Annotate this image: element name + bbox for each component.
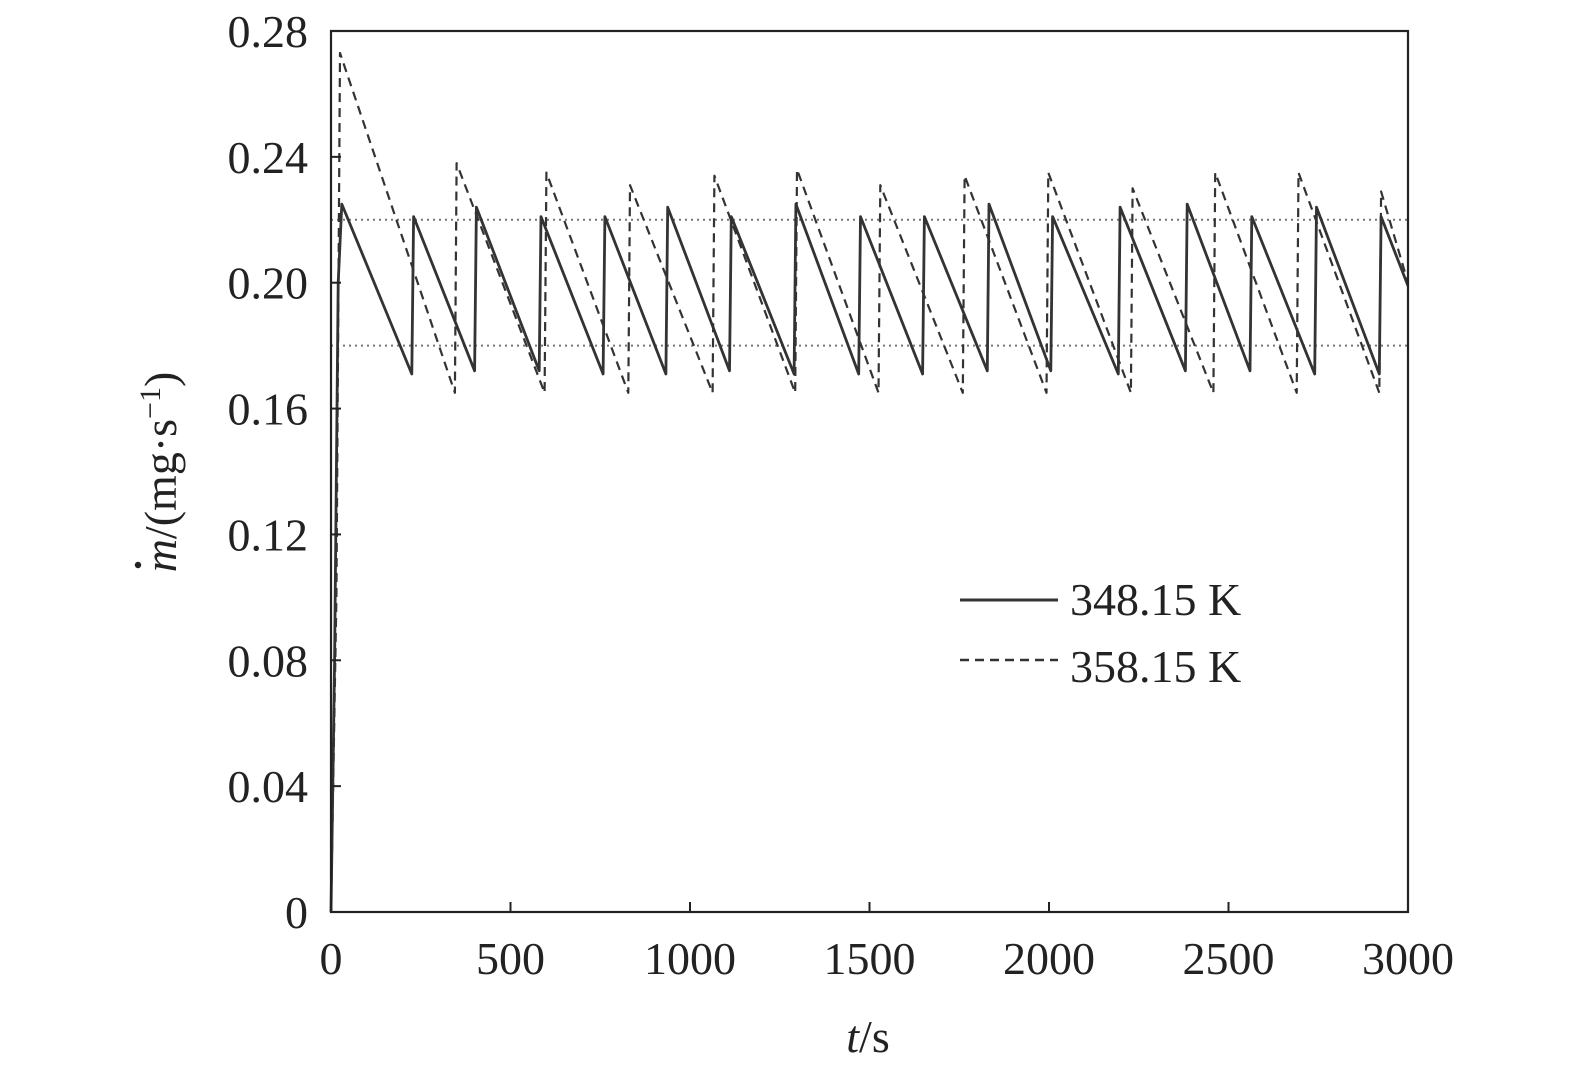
x-tick-label: 3000	[1362, 933, 1454, 984]
y-tick-label: 0.08	[228, 635, 309, 686]
y-axis-ticks: 0 0.04 0.08 0.12 0.16 0.20 0.24 0.28	[228, 6, 341, 938]
x-tick-label: 500	[476, 933, 545, 984]
y-axis-label-close: )	[135, 372, 186, 387]
x-tick-label: 1500	[824, 933, 916, 984]
x-tick-label: 2000	[1003, 933, 1095, 984]
plot-area-frame	[329, 29, 1410, 914]
legend-label-358: 358.15 K	[1070, 641, 1241, 692]
y-tick-label: 0.04	[228, 761, 309, 812]
series-line-358-15k	[329, 51, 1410, 913]
y-tick-label: 0.24	[228, 132, 309, 183]
svg-text:m/(mg·s−1): m/(mg·s−1)	[134, 372, 187, 573]
x-tick-label: 2500	[1183, 933, 1275, 984]
series-line-348-15k	[329, 202, 1410, 913]
y-axis-label-dot	[134, 561, 142, 569]
y-tick-label: 0	[285, 887, 308, 938]
y-tick-label: 0.12	[228, 509, 309, 560]
y-axis-label-exp: −1	[134, 387, 167, 419]
x-tick-label: 0	[320, 933, 343, 984]
legend-label-348: 348.15 K	[1070, 574, 1241, 625]
y-tick-label: 0.20	[228, 258, 309, 309]
y-axis-label-var: m	[135, 539, 186, 572]
x-axis-ticks: 0 500 1000 1500 2000 2500 3000	[320, 902, 1454, 984]
x-tick-label: 1000	[644, 933, 736, 984]
x-axis-label-var: t	[846, 1011, 860, 1062]
y-axis-label-unit: /(mg·s	[135, 419, 186, 539]
series-layer	[329, 51, 1410, 913]
x-axis-label-unit: /s	[859, 1011, 890, 1062]
legend: 348.15 K 358.15 K	[960, 574, 1241, 692]
x-axis-label: t/s	[846, 1011, 889, 1062]
y-axis-label: m/(mg·s−1)	[134, 372, 187, 573]
y-tick-label: 0.28	[228, 6, 309, 57]
y-tick-label: 0.16	[228, 384, 309, 435]
